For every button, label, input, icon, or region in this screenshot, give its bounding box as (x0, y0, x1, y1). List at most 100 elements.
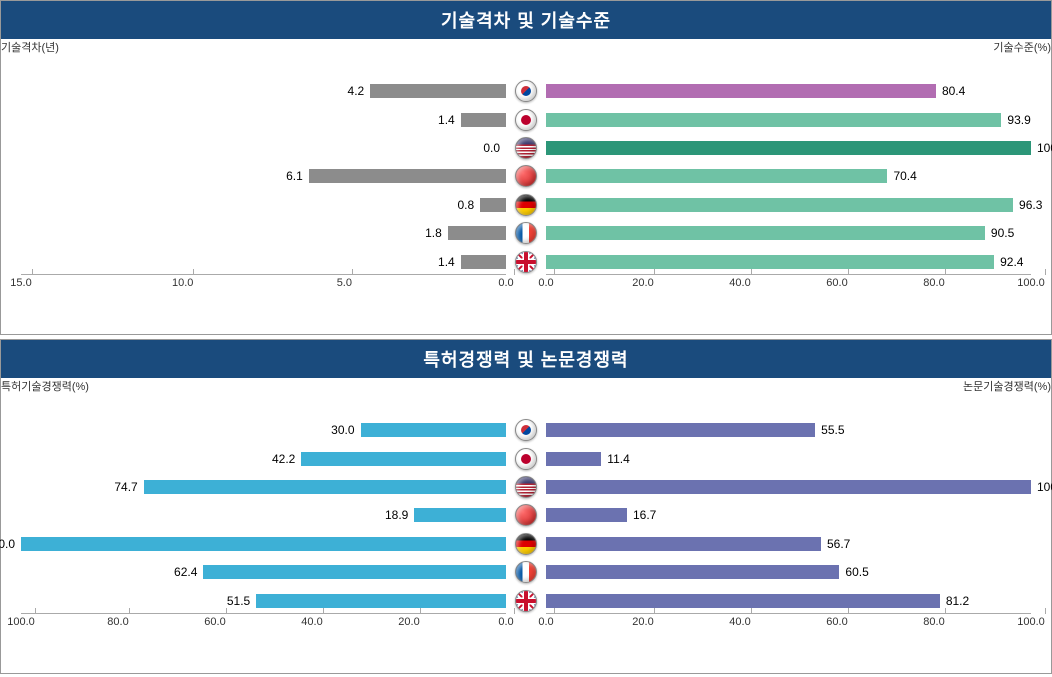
right-bar-value: 70.4 (887, 169, 916, 183)
flag-germany-icon (515, 533, 537, 555)
bar-row: 62.4 (21, 565, 506, 579)
left-bar: 18.9 (414, 508, 506, 522)
bar-row: 100.0 (546, 480, 1031, 494)
left-bar: 6.1 (309, 169, 506, 183)
x-tick: 60.0 (215, 610, 236, 622)
bar-row: 0.0 (21, 141, 506, 155)
bar-row: 92.4 (546, 255, 1031, 269)
right-bar: 16.7 (546, 508, 627, 522)
right-bar-value: 80.4 (936, 84, 965, 98)
x-tick: 40.0 (740, 610, 761, 622)
right-bar: 70.4 (546, 169, 887, 183)
flag-china-icon (515, 165, 537, 187)
x-tick: 0.0 (546, 271, 561, 283)
bar-row: 90.5 (546, 226, 1031, 240)
flag-korea-icon (515, 419, 537, 441)
right-bar: 80.4 (546, 84, 936, 98)
country-icons (506, 388, 546, 643)
right-bar-value: 96.3 (1013, 198, 1042, 212)
right-bar: 56.7 (546, 537, 821, 551)
left-bar-value: 51.5 (227, 594, 256, 608)
flag-usa-icon (515, 137, 537, 159)
bar-row: 93.9 (546, 113, 1031, 127)
bar-row: 74.7 (21, 480, 506, 494)
bar-row: 1.4 (21, 255, 506, 269)
right-bar-value: 100.0 (1031, 480, 1052, 494)
right-bars: 55.5 11.4 100.0 16.7 56.7 60.5 81.2 (546, 416, 1031, 615)
bar-row: 6.1 (21, 169, 506, 183)
left-bar: 1.4 (461, 113, 506, 127)
right-chart: 55.5 11.4 100.0 16.7 56.7 60.5 81.2 0.0 20.0 40.0… (546, 388, 1031, 643)
right-bar: 92.4 (546, 255, 994, 269)
x-tick: 0.0 (506, 271, 521, 283)
x-tick: 100.0 (1031, 271, 1052, 283)
right-bar-value: 81.2 (940, 594, 969, 608)
chart-panel-1: 특허경쟁력 및 논문경쟁력특허기술경쟁력(%)논문기술경쟁력(%)30.042.… (0, 339, 1052, 674)
left-bar: 100.0 (21, 537, 506, 551)
flag-japan-icon (515, 448, 537, 470)
x-tick: 0.0 (506, 610, 521, 622)
right-bar: 11.4 (546, 452, 601, 466)
right-bar: 93.9 (546, 113, 1001, 127)
x-tick: 60.0 (837, 271, 858, 283)
x-tick: 15.0 (21, 271, 42, 283)
panel-title: 기술격차 및 기술수준 (1, 1, 1051, 39)
bar-row: 0.8 (21, 198, 506, 212)
right-bar: 81.2 (546, 594, 940, 608)
x-tick: 40.0 (740, 271, 761, 283)
left-bar-value: 74.7 (114, 480, 143, 494)
chart-area: 기술격차(년)기술수준(%)4.21.40.06.10.81.81.415.01… (1, 39, 1051, 334)
bar-row: 18.9 (21, 508, 506, 522)
left-chart: 30.0 42.2 74.7 18.9 100.0 62.4 51.5 100.0 80.0 60… (21, 388, 506, 643)
left-bar: 30.0 (361, 423, 507, 437)
left-bars: 30.0 42.2 74.7 18.9 100.0 62.4 51.5 (21, 416, 506, 615)
right-bar-value: 90.5 (985, 226, 1014, 240)
left-bar-value: 62.4 (174, 565, 203, 579)
left-bar-value: 18.9 (385, 508, 414, 522)
panel-title: 특허경쟁력 및 논문경쟁력 (1, 340, 1051, 378)
left-x-axis: 100.080.060.040.020.00.0 (21, 613, 506, 633)
right-bar-value: 16.7 (627, 508, 656, 522)
left-bars: 4.2 1.4 0.0 6.1 0.8 1.8 1.4 (21, 77, 506, 276)
left-bar: 42.2 (301, 452, 506, 466)
right-bar: 100.0 (546, 141, 1031, 155)
bar-row: 4.2 (21, 84, 506, 98)
flag-korea-icon (515, 80, 537, 102)
bar-row: 56.7 (546, 537, 1031, 551)
left-bar-value: 1.8 (425, 226, 448, 240)
bar-row: 16.7 (546, 508, 1031, 522)
flag-france-icon (515, 222, 537, 244)
right-bar-value: 56.7 (821, 537, 850, 551)
chart-area: 특허기술경쟁력(%)논문기술경쟁력(%)30.042.274.718.9100.… (1, 378, 1051, 673)
left-chart: 4.21.40.06.10.81.81.415.010.05.00.0 (21, 49, 506, 304)
right-bar: 55.5 (546, 423, 815, 437)
left-bar: 62.4 (203, 565, 506, 579)
x-tick: 10.0 (183, 271, 204, 283)
bar-row: 100.0 (21, 537, 506, 551)
right-bar-value: 55.5 (815, 423, 844, 437)
left-bar: 0.8 (480, 198, 506, 212)
bar-row: 96.3 (546, 198, 1031, 212)
left-bar-value: 100.0 (0, 537, 21, 551)
right-bar: 90.5 (546, 226, 985, 240)
right-bar: 60.5 (546, 565, 839, 579)
bar-row: 55.5 (546, 423, 1031, 437)
x-tick: 20.0 (643, 610, 664, 622)
right-bar-value: 11.4 (601, 452, 629, 466)
country-icons (506, 49, 546, 304)
bar-row: 70.4 (546, 169, 1031, 183)
right-x-axis: 0.020.040.060.080.0100.0 (546, 613, 1031, 633)
bar-row: 11.4 (546, 452, 1031, 466)
flag-china-icon (515, 504, 537, 526)
bar-row: 51.5 (21, 594, 506, 608)
left-x-axis: 15.010.05.00.0 (21, 274, 506, 294)
right-bar-value: 100.0 (1031, 141, 1052, 155)
left-bar-value: 0.0 (483, 141, 506, 155)
x-tick: 80.0 (118, 610, 139, 622)
x-tick: 0.0 (546, 610, 561, 622)
left-bar: 51.5 (256, 594, 506, 608)
left-bar-value: 4.2 (348, 84, 371, 98)
left-bar: 74.7 (144, 480, 506, 494)
x-tick: 100.0 (21, 610, 49, 622)
right-bar: 96.3 (546, 198, 1013, 212)
